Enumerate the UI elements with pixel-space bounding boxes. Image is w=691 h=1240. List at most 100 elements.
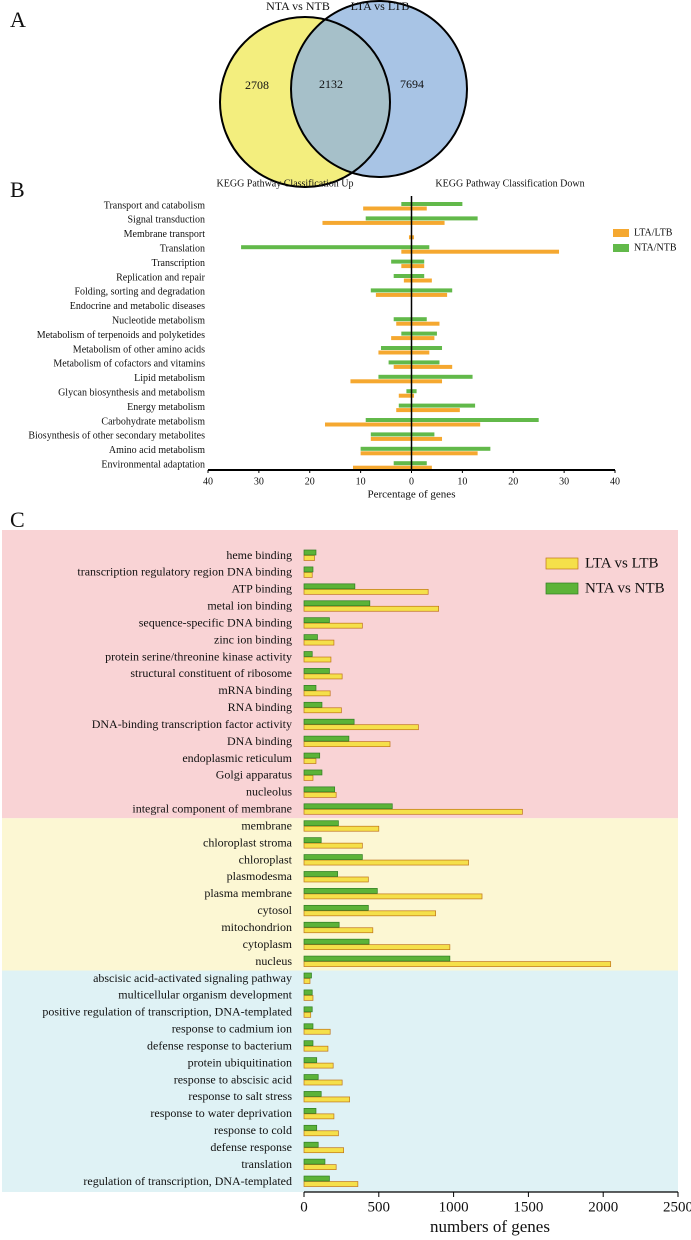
bar [303, 1175, 330, 1182]
bar [303, 1141, 319, 1148]
category-label: transcription regulatory region DNA bind… [77, 565, 292, 579]
x-tick-label: 1000 [439, 1199, 469, 1215]
bar [303, 1091, 322, 1097]
category-label: abscisic acid-activated signaling pathwa… [93, 971, 292, 985]
bar [303, 842, 363, 849]
bar [411, 278, 432, 283]
bar [303, 656, 332, 663]
bar [352, 465, 412, 470]
bar [303, 859, 469, 866]
bar [303, 854, 363, 860]
bar [303, 1181, 359, 1187]
set-label: NTA vs NTB [266, 0, 330, 13]
bar [303, 808, 523, 815]
bar [303, 673, 343, 680]
bar [411, 432, 435, 437]
bar [393, 274, 412, 278]
bar [303, 989, 313, 996]
x-tick-label: 30 [254, 476, 264, 487]
category-label: protein ubiquitination [188, 1055, 292, 1069]
bar [303, 1079, 343, 1086]
bar [411, 393, 415, 398]
bar [303, 685, 317, 691]
x-axis-label: numbers of genes [430, 1217, 550, 1236]
x-tick-label: 2000 [588, 1199, 618, 1215]
bar [303, 769, 323, 776]
bar [411, 292, 448, 297]
category-label: Amino acid metabolism [109, 445, 205, 456]
legend-swatch [545, 557, 579, 570]
category-label: Metabolism of terpenoids and polyketides [37, 330, 205, 341]
legend-label: NTA/NTB [634, 242, 677, 253]
bar [370, 288, 412, 293]
category-label: plasma membrane [204, 886, 292, 900]
panel-letter: A [10, 7, 26, 32]
set-circle [291, 1, 467, 177]
category-label: heme binding [226, 548, 292, 562]
bar [303, 876, 369, 883]
category-label: Glycan biosynthesis and metabolism [58, 387, 205, 398]
category-label: Membrane transport [124, 229, 206, 240]
category-label: response to salt stress [188, 1089, 292, 1103]
bar [411, 264, 425, 269]
bar [393, 461, 412, 466]
x-tick-label: 30 [559, 476, 569, 487]
bar [303, 690, 331, 697]
bar [411, 206, 427, 211]
bar [303, 893, 483, 900]
x-tick-label: 10 [356, 476, 366, 487]
bar [406, 389, 412, 394]
bar [393, 317, 412, 322]
bar [388, 360, 412, 365]
bar [303, 718, 355, 725]
bar [393, 364, 412, 369]
category-label: Biosynthesis of other secondary metaboli… [28, 431, 205, 442]
bar [411, 202, 463, 206]
bar [303, 617, 330, 624]
category-label: response to water deprivation [150, 1106, 292, 1120]
bar [303, 803, 393, 810]
bar [303, 938, 370, 945]
bar [360, 446, 412, 451]
bar [365, 216, 412, 221]
bar [370, 432, 412, 437]
bar [408, 235, 412, 240]
x-tick-label: 20 [508, 476, 518, 487]
category-label: defense response [210, 1140, 292, 1154]
bar [303, 724, 419, 731]
bar [391, 259, 412, 264]
bar [370, 436, 412, 441]
bar [303, 961, 612, 967]
category-label: response to abscisic acid [174, 1072, 292, 1086]
bar [241, 245, 412, 250]
bar [411, 235, 415, 240]
bar [411, 321, 440, 326]
bar [401, 331, 412, 336]
bar [411, 374, 473, 379]
bar [411, 245, 430, 250]
bar [303, 1074, 319, 1080]
bar [398, 393, 412, 398]
bar [303, 588, 429, 595]
bar [303, 871, 339, 877]
bar [411, 436, 443, 441]
category-label: Folding, sorting and degradation [74, 287, 205, 298]
bar [411, 451, 478, 456]
bar [303, 995, 314, 1001]
bar [303, 888, 378, 894]
title-up: KEGG Pathway Classification Up [217, 178, 354, 189]
category-label: Transcription [151, 258, 205, 269]
bar [325, 422, 412, 427]
set-outline [290, 0, 468, 178]
bar [396, 408, 412, 413]
category-label: Metabolism of cofactors and vitamins [53, 359, 205, 370]
category-label: chloroplast stroma [203, 835, 293, 849]
bar [411, 249, 560, 254]
bar [303, 786, 336, 793]
bar [303, 758, 317, 764]
bar [350, 379, 412, 384]
bar [303, 1040, 314, 1047]
bar [303, 634, 318, 640]
bar [303, 904, 369, 911]
category-label: defense response to bacterium [147, 1038, 293, 1052]
